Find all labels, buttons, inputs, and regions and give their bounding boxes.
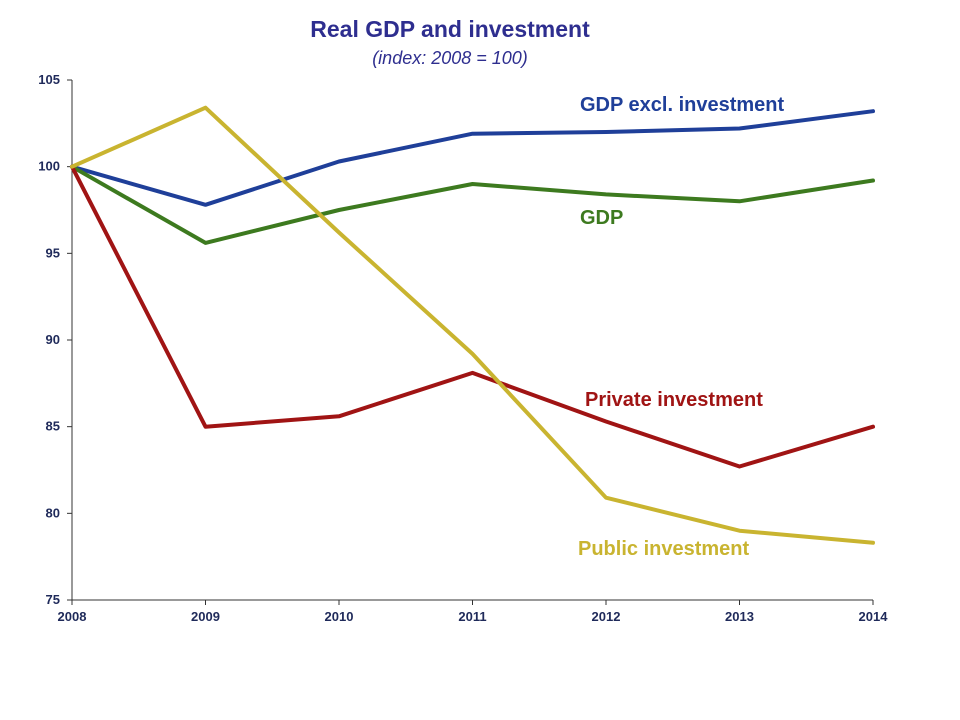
series-label-0: GDP excl. investment <box>580 94 785 116</box>
y-tick-label: 75 <box>46 592 60 607</box>
series-label-3: Public investment <box>578 538 749 560</box>
x-tick-label: 2012 <box>592 609 621 624</box>
series-labels: GDP excl. investment GDP Private investmen… <box>578 94 785 560</box>
series-line-0 <box>70 109 875 207</box>
chart-subtitle: (index: 2008 = 100) <box>372 48 528 68</box>
y-tick-label: 105 <box>38 72 60 87</box>
chart-title: Real GDP and investment <box>310 16 590 42</box>
x-tick-label: 2011 <box>458 609 486 624</box>
series-line-3 <box>70 105 875 545</box>
x-tick-label: 2013 <box>725 609 754 624</box>
x-tick-label: 2008 <box>58 609 87 624</box>
x-tick-label: 2010 <box>325 609 354 624</box>
y-tick-label: 90 <box>46 332 60 347</box>
series-label-1: GDP <box>580 207 623 229</box>
y-tick-label: 85 <box>46 419 60 434</box>
series-line-1 <box>70 164 875 245</box>
y-tick-label: 95 <box>46 245 60 260</box>
series-line-2 <box>70 164 875 469</box>
x-tick-label: 2014 <box>859 609 889 624</box>
axes <box>67 79 874 605</box>
y-tick-label: 80 <box>46 505 60 520</box>
series-lines <box>70 105 875 545</box>
tick-labels: 75 80 85 90 95 100 105 2008 2009 2010 2011 2012 2013… <box>38 72 888 624</box>
series-label-2: Private investment <box>585 389 763 411</box>
y-tick-label: 100 <box>38 159 60 174</box>
x-tick-label: 2009 <box>191 609 220 624</box>
